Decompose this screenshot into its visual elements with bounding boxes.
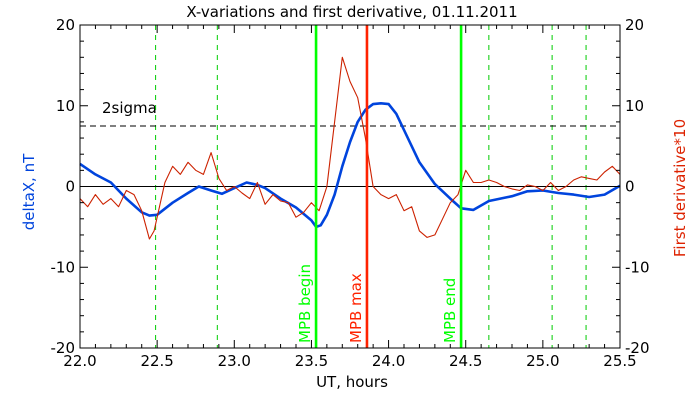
y-tick-label-left: 10 [56,97,75,115]
marker-label-mpb-begin: MPB begin [296,264,314,343]
y-tick-label-left: -20 [51,339,76,357]
x-axis-label: UT, hours [316,373,388,391]
x-tick-label: 24.5 [449,352,482,370]
series-line-deltax [79,102,621,229]
x-tick-label: 25.0 [526,352,559,370]
x-tick-label: 22.0 [63,352,96,370]
y-tick-label-right: 10 [625,97,644,115]
x-tick-label: 23.5 [295,352,328,370]
x-tick-label: 22.5 [140,352,173,370]
y-tick-label-left: 20 [56,16,75,34]
y-tick-label-right: 0 [625,178,635,196]
y-tick-label-left: -10 [51,258,76,276]
x-tick-label: 24.0 [372,352,405,370]
y-axis-label-right: First derivative*10 [671,119,689,257]
threshold-label: 2sigma [102,99,157,117]
chart-title: X-variations and first derivative, 01.11… [186,3,517,21]
x-tick-label: 23.0 [218,352,251,370]
y-tick-label-right: -10 [625,258,650,276]
x-tick-label: 25.5 [603,352,636,370]
y-tick-label-left: 0 [65,178,75,196]
marker-label-mpb-end: MPB end [441,278,459,343]
series-line-derivative [79,56,621,240]
y-axis-label-left: deltaX, nT [20,153,38,230]
y-tick-label-right: -20 [625,339,650,357]
y-tick-label-right: 20 [625,16,644,34]
marker-label-mpb-max: MPB max [347,273,365,343]
